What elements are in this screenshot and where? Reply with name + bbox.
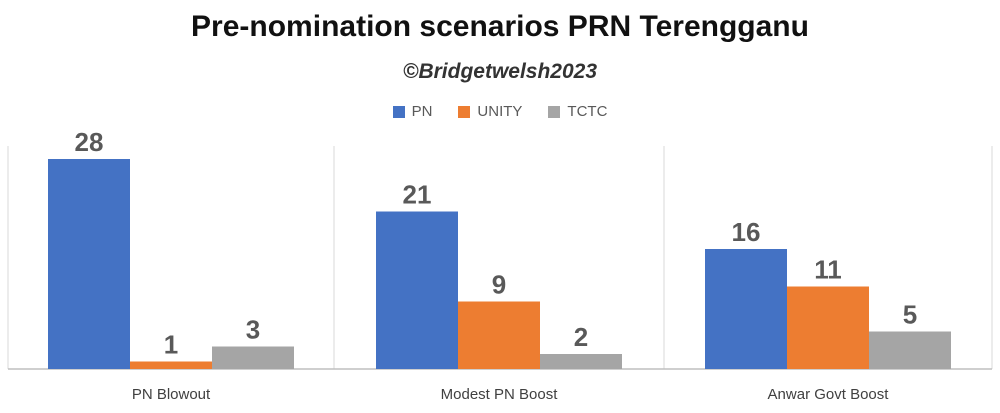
legend-label-unity: UNITY xyxy=(477,103,523,120)
bar-pn-2 xyxy=(376,211,458,369)
category-label-2: Modest PN Boost xyxy=(441,386,559,403)
chart-title: Pre-nomination scenarios PRN Terengganu xyxy=(191,10,809,43)
legend-label-pn: PN xyxy=(411,103,433,120)
bar-unity-3 xyxy=(787,286,869,369)
legend-swatch-tctc xyxy=(548,105,561,118)
data-label-unity-1: 1 xyxy=(164,330,178,360)
legend-item-unity: UNITY xyxy=(458,103,522,120)
bar-tctc-2 xyxy=(540,354,622,369)
bar-pn-1 xyxy=(48,159,130,369)
bar-tctc-1 xyxy=(212,346,294,369)
data-label-pn-2: 21 xyxy=(403,180,432,210)
bar-unity-2 xyxy=(458,301,540,369)
bar-pn-3 xyxy=(705,249,787,369)
data-label-pn-1: 28 xyxy=(75,127,104,157)
legend-swatch-pn xyxy=(392,105,405,118)
data-label-pn-3: 16 xyxy=(732,217,761,247)
data-label-tctc-2: 2 xyxy=(574,322,588,352)
legend-item-tctc: TCTC xyxy=(548,103,607,120)
legend-swatch-unity xyxy=(458,105,471,118)
data-label-tctc-1: 3 xyxy=(246,315,260,345)
data-label-unity-3: 11 xyxy=(814,255,842,285)
legend: PN UNITY TCTC xyxy=(0,103,1000,120)
legend-label-tctc: TCTC xyxy=(567,103,608,120)
data-label-unity-2: 9 xyxy=(492,270,506,300)
data-label-tctc-3: 5 xyxy=(903,300,917,330)
category-label-1: PN Blowout xyxy=(132,386,211,403)
category-label-3: Anwar Govt Boost xyxy=(768,386,890,403)
bar-tctc-3 xyxy=(869,331,951,369)
bar-unity-1 xyxy=(130,361,212,369)
legend-item-pn: PN xyxy=(392,103,433,120)
chart-subtitle: ©Bridgetwelsh2023 xyxy=(402,60,598,83)
